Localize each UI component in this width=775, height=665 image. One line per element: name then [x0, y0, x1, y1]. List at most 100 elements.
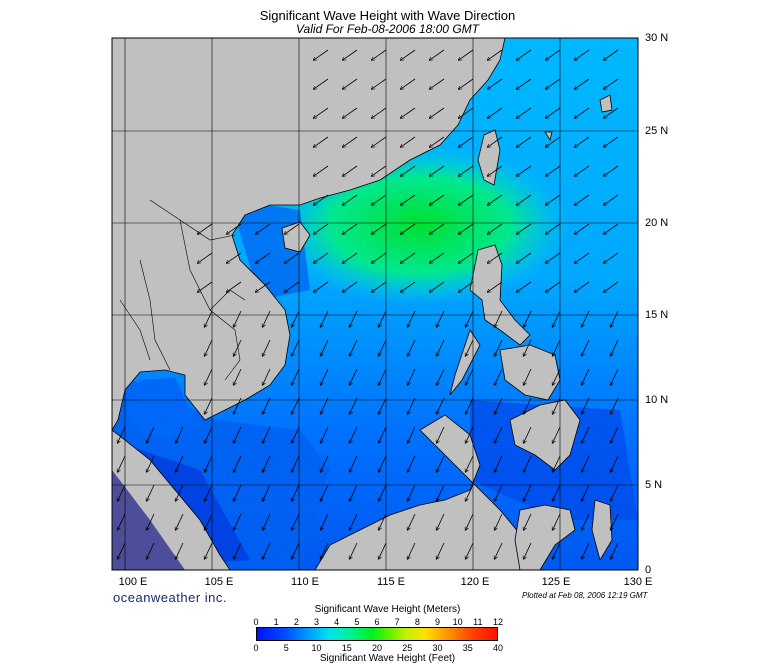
direction-arrow [436, 339, 445, 356]
direction-arrow [349, 484, 358, 501]
direction-arrow [552, 310, 561, 327]
direction-arrow [378, 542, 387, 559]
direction-arrow [436, 513, 445, 530]
direction-arrow [291, 339, 300, 356]
direction-arrow [487, 223, 503, 234]
direction-arrow [313, 49, 329, 60]
direction-arrow [581, 397, 590, 414]
direction-arrow [516, 252, 532, 263]
lat-label-25: 25 N [645, 125, 669, 137]
direction-arrow [262, 310, 271, 327]
direction-arrow [342, 165, 358, 176]
direction-arrow [233, 339, 242, 356]
direction-arrow [465, 455, 474, 472]
direction-arrow [342, 107, 358, 118]
direction-arrow [197, 223, 213, 234]
direction-arrow [226, 223, 242, 234]
direction-arrow [516, 281, 532, 292]
lon-label-110: 110 E [291, 576, 319, 588]
direction-arrow [233, 513, 242, 530]
direction-arrow [552, 426, 561, 443]
direction-arrow [436, 542, 445, 559]
lon-label-130: 130 E [623, 576, 653, 588]
direction-arrow [233, 455, 242, 472]
direction-arrow [429, 107, 445, 118]
graticule [112, 38, 638, 570]
direction-arrow [262, 455, 271, 472]
direction-arrow [523, 426, 532, 443]
direction-arrow [574, 49, 590, 60]
direction-arrow [574, 78, 590, 89]
direction-arrow [313, 194, 329, 205]
feet-tick: 40 [492, 643, 504, 653]
direction-arrow [233, 542, 242, 559]
direction-arrow [262, 339, 271, 356]
lon-label-125: 125 E [541, 576, 571, 588]
feet-tick: 20 [371, 643, 383, 653]
direction-arrow [146, 542, 155, 559]
wave-direction-arrows [117, 49, 619, 559]
direction-arrow [378, 368, 387, 385]
direction-arrow [313, 281, 329, 292]
map-title: Significant Wave Height with Wave Direct… [259, 8, 516, 23]
direction-arrow [262, 513, 271, 530]
direction-arrow [458, 281, 474, 292]
direction-arrow [465, 397, 474, 414]
direction-arrow [523, 513, 532, 530]
direction-arrow [516, 136, 532, 147]
direction-arrow [407, 426, 416, 443]
direction-arrow [233, 397, 242, 414]
direction-arrow [523, 368, 532, 385]
direction-arrow [574, 194, 590, 205]
direction-arrow [429, 136, 445, 147]
direction-arrow [255, 252, 271, 263]
direction-arrow [146, 484, 155, 501]
direction-arrow [552, 542, 561, 559]
direction-arrow [233, 484, 242, 501]
direction-arrow [545, 165, 561, 176]
meters-tick: 10 [452, 617, 463, 627]
direction-arrow [429, 165, 445, 176]
direction-arrow [407, 368, 416, 385]
direction-arrow [494, 484, 503, 501]
direction-arrow [429, 281, 445, 292]
direction-arrow [610, 542, 619, 559]
direction-arrow [378, 339, 387, 356]
direction-arrow [523, 484, 532, 501]
direction-arrow [516, 165, 532, 176]
direction-arrow [313, 165, 329, 176]
direction-arrow [291, 455, 300, 472]
direction-arrow [487, 49, 503, 60]
meters-tick: 0 [253, 617, 259, 627]
direction-arrow [574, 107, 590, 118]
direction-arrow [371, 107, 387, 118]
direction-arrow [400, 281, 416, 292]
legend-title-feet: Significant Wave Height (Feet) [319, 653, 456, 664]
direction-arrow [581, 368, 590, 385]
direction-arrow [371, 49, 387, 60]
direction-arrow [349, 397, 358, 414]
feet-tick: 35 [462, 643, 473, 653]
direction-arrow [204, 426, 213, 443]
direction-arrow [494, 368, 503, 385]
direction-arrow [545, 136, 561, 147]
feet-tick: 5 [283, 643, 289, 653]
direction-arrow [255, 223, 271, 234]
lon-label-105: 105 E [204, 576, 234, 588]
direction-arrow [117, 455, 126, 472]
mainland-asia [112, 38, 506, 431]
direction-arrow [371, 252, 387, 263]
direction-arrow [226, 252, 242, 263]
direction-arrow [545, 107, 561, 118]
direction-arrow [291, 310, 300, 327]
direction-arrow [407, 310, 416, 327]
feet-tick: 25 [402, 643, 413, 653]
direction-arrow [378, 455, 387, 472]
direction-arrow [349, 426, 358, 443]
direction-arrow [320, 513, 329, 530]
direction-arrow [197, 252, 213, 263]
direction-arrow [494, 513, 503, 530]
direction-arrow [552, 484, 561, 501]
lat-label-10: 10 N [645, 394, 669, 406]
